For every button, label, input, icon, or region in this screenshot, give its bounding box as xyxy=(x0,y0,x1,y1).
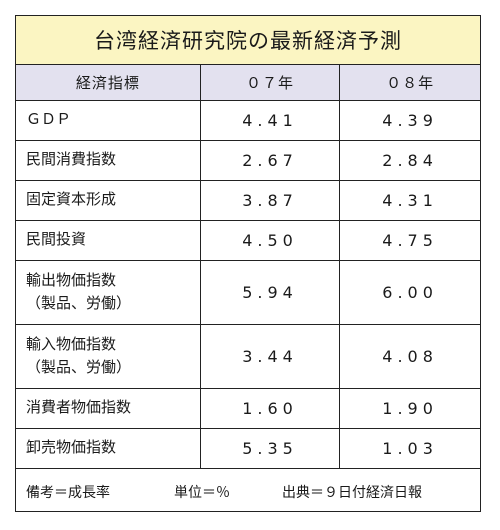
value-08: 4.08 xyxy=(339,323,480,389)
row-label-main: 輸出物価指数 xyxy=(26,270,117,289)
value-07: 1.60 xyxy=(199,387,341,429)
value-08: 4.75 xyxy=(339,219,480,261)
row-label: 卸売物価指数 xyxy=(16,427,201,469)
table-row: 民間投資 4.50 4.75 xyxy=(16,219,480,261)
row-label-main: 輸入物価指数 xyxy=(26,334,117,353)
header-year-08: ０８年 xyxy=(339,63,480,101)
value-08: 4.31 xyxy=(339,179,480,221)
value-07: 3.44 xyxy=(199,323,341,389)
table-title: 台湾経済研究院の最新経済予測 xyxy=(16,16,480,65)
header-year-07: ０７年 xyxy=(199,63,341,101)
row-label: 消費者物価指数 xyxy=(16,387,201,429)
row-label: 民間投資 xyxy=(16,219,201,261)
value-08: 2.84 xyxy=(339,139,480,181)
footer-note-unit: 単位＝％ xyxy=(174,485,230,501)
row-label: 固定資本形成 xyxy=(16,179,201,221)
forecast-table-frame: 台湾経済研究院の最新経済予測 経済指標 ０７年 ０８年 ＧＤＰ 4.41 4.3… xyxy=(15,15,481,512)
value-08: 6.00 xyxy=(339,259,480,325)
row-label: 輸出物価指数 （製品、労働） xyxy=(16,259,201,325)
value-08: 1.90 xyxy=(339,387,480,429)
row-label: ＧＤＰ xyxy=(16,99,201,141)
table-row: 消費者物価指数 1.60 1.90 xyxy=(16,387,480,429)
forecast-table: 台湾経済研究院の最新経済予測 経済指標 ０７年 ０８年 ＧＤＰ 4.41 4.3… xyxy=(16,16,480,469)
value-07: 4.41 xyxy=(199,99,341,141)
table-row: 卸売物価指数 5.35 1.03 xyxy=(16,427,480,469)
footer-note-source: 出典＝９日付経済日報 xyxy=(282,485,422,501)
row-label: 輸入物価指数 （製品、労働） xyxy=(16,323,201,389)
table-footer: 備考＝成長率 単位＝％ 出典＝９日付経済日報 xyxy=(16,473,480,511)
table-row: 民間消費指数 2.67 2.84 xyxy=(16,139,480,181)
table-row: 輸出物価指数 （製品、労働） 5.94 6.00 xyxy=(16,259,480,325)
table-row: 固定資本形成 3.87 4.31 xyxy=(16,179,480,221)
row-label-sub: （製品、労働） xyxy=(26,294,132,312)
table-row: ＧＤＰ 4.41 4.39 xyxy=(16,99,480,141)
value-07: 4.50 xyxy=(199,219,341,261)
header-indicator: 経済指標 xyxy=(16,63,201,101)
value-07: 3.87 xyxy=(199,179,341,221)
row-label-sub: （製品、労働） xyxy=(26,358,132,376)
value-07: 2.67 xyxy=(199,139,341,181)
value-07: 5.35 xyxy=(199,427,341,469)
value-08: 4.39 xyxy=(339,99,480,141)
value-08: 1.03 xyxy=(339,427,480,469)
value-07: 5.94 xyxy=(199,259,341,325)
row-label: 民間消費指数 xyxy=(16,139,201,181)
table-row: 輸入物価指数 （製品、労働） 3.44 4.08 xyxy=(16,323,480,389)
footer-note-rate: 備考＝成長率 xyxy=(26,485,110,501)
